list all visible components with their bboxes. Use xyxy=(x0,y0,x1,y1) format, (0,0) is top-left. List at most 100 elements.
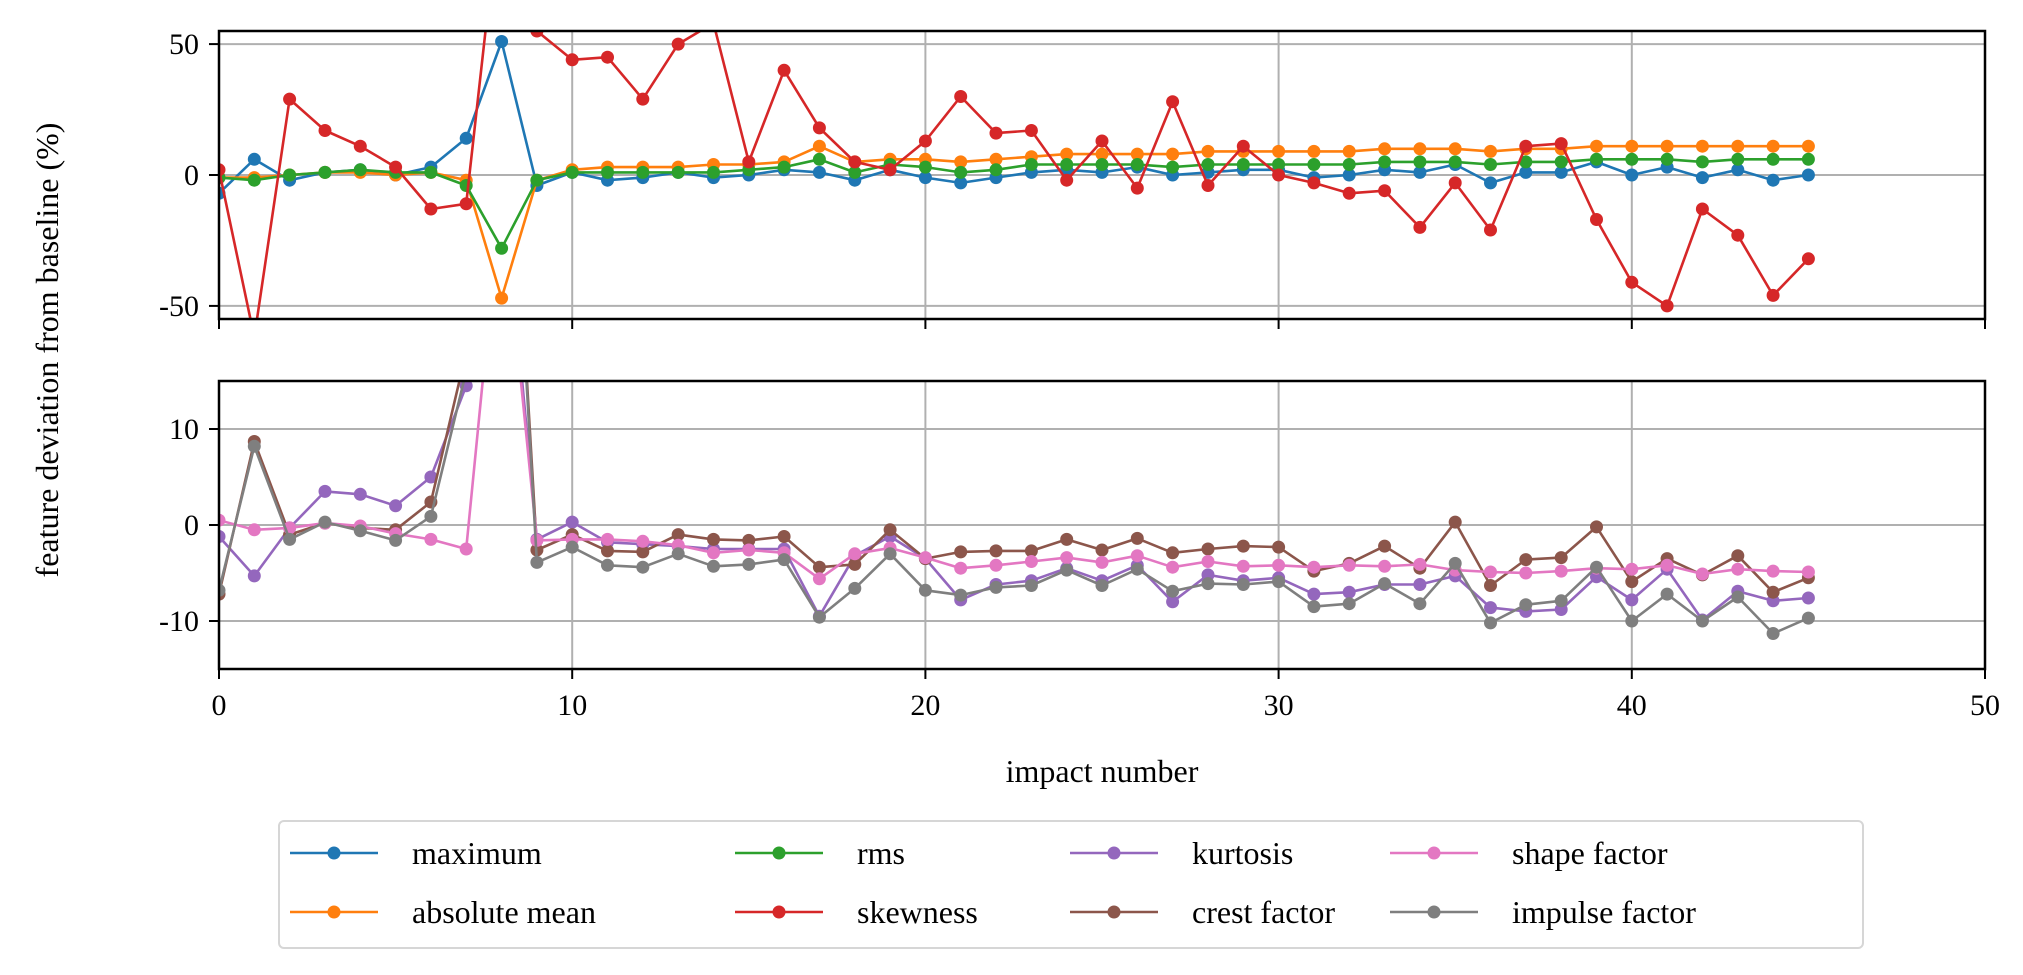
series-line-rms xyxy=(219,158,1809,250)
data-point-rms xyxy=(283,168,297,182)
data-point-shape-factor xyxy=(1342,558,1356,572)
data-point-shape-factor xyxy=(1236,559,1250,573)
legend-marker-maximum xyxy=(327,846,341,860)
data-point-shape-factor xyxy=(1625,562,1639,576)
legend: maximum absolute mean rms skewness kurtosis c… xyxy=(278,820,1864,949)
data-point-absolute-mean xyxy=(1095,147,1109,161)
data-point-absolute-mean xyxy=(1307,144,1321,158)
data-point-rms xyxy=(1766,152,1780,166)
data-point-shape-factor xyxy=(1378,559,1392,573)
data-point-maximum xyxy=(495,35,509,48)
data-point-rms xyxy=(424,165,438,179)
data-point-skewness xyxy=(1554,137,1568,151)
data-point-kurtosis xyxy=(1307,587,1321,601)
data-point-crest-factor xyxy=(742,533,756,547)
legend-label-shape-factor: shape factor xyxy=(1512,835,1668,871)
data-point-impulse-factor xyxy=(530,555,544,569)
data-point-impulse-factor xyxy=(1801,611,1815,625)
x-tick-label: 0 xyxy=(212,689,227,722)
data-point-absolute-mean xyxy=(1801,139,1815,153)
data-point-impulse-factor xyxy=(1024,579,1038,592)
data-point-kurtosis xyxy=(1625,593,1639,607)
y-axis-label: feature deviation from baseline (%) xyxy=(29,123,65,578)
data-point-crest-factor xyxy=(848,557,862,571)
data-point-impulse-factor xyxy=(1342,597,1356,611)
data-point-maximum xyxy=(1519,165,1533,179)
data-point-skewness xyxy=(248,331,261,344)
legend-label-impulse-factor: impulse factor xyxy=(1512,894,1696,930)
data-point-rms xyxy=(777,160,791,174)
data-point-impulse-factor xyxy=(1625,614,1639,628)
data-point-impulse-factor xyxy=(219,583,226,597)
data-point-impulse-factor xyxy=(742,557,756,571)
data-point-shape-factor xyxy=(1484,565,1497,579)
data-point-rms xyxy=(1413,155,1427,169)
bottom-series xyxy=(219,381,1815,640)
data-point-impulse-factor xyxy=(1448,556,1462,570)
data-point-impulse-factor xyxy=(1519,598,1533,612)
data-point-skewness xyxy=(1060,173,1074,187)
data-point-impulse-factor xyxy=(1731,590,1745,604)
data-point-skewness xyxy=(1342,186,1356,200)
data-point-crest-factor xyxy=(1201,542,1215,556)
data-point-impulse-factor xyxy=(1484,616,1497,630)
data-point-rms xyxy=(1236,158,1250,171)
legend-entry-maximum: maximum xyxy=(290,835,542,871)
data-point-maximum xyxy=(459,131,473,145)
data-point-impulse-factor xyxy=(1095,579,1109,592)
data-point-rms xyxy=(530,173,544,187)
data-point-rms xyxy=(1166,160,1180,174)
data-point-skewness xyxy=(318,124,332,137)
data-point-skewness xyxy=(1307,176,1321,190)
data-point-rms xyxy=(1272,158,1286,171)
legend-entry-kurtosis: kurtosis xyxy=(1070,835,1293,871)
data-point-skewness xyxy=(1590,213,1603,226)
legend-entry-crest-factor: crest factor xyxy=(1070,894,1335,930)
data-point-rms xyxy=(1519,155,1533,169)
data-point-impulse-factor xyxy=(707,559,720,573)
data-point-impulse-factor xyxy=(1201,577,1215,591)
series-kurtosis xyxy=(219,381,1815,627)
data-point-skewness xyxy=(219,163,226,177)
data-point-skewness xyxy=(565,53,579,67)
legend-label-crest-factor: crest factor xyxy=(1192,894,1335,930)
legend-marker-crest-factor xyxy=(1107,905,1121,919)
data-point-shape-factor xyxy=(636,534,650,548)
data-point-maximum xyxy=(1766,173,1780,187)
data-point-absolute-mean xyxy=(1378,142,1392,156)
data-point-shape-factor xyxy=(247,523,261,537)
data-point-kurtosis xyxy=(1166,595,1180,609)
data-point-skewness xyxy=(1660,299,1674,313)
data-point-crest-factor xyxy=(601,544,614,558)
data-point-skewness xyxy=(1378,184,1392,198)
legend-marker-rms xyxy=(772,846,786,860)
legend-marker-impulse-factor xyxy=(1427,905,1441,919)
data-point-kurtosis xyxy=(565,515,579,529)
top-series xyxy=(219,31,1815,344)
data-point-skewness xyxy=(1731,228,1745,242)
data-point-absolute-mean xyxy=(1342,144,1356,158)
series-impulse-factor xyxy=(219,381,1815,640)
data-point-rms xyxy=(812,152,826,166)
data-point-impulse-factor xyxy=(318,515,332,529)
data-point-rms xyxy=(636,165,650,179)
series-line-crest-factor xyxy=(219,381,1809,595)
data-point-impulse-factor xyxy=(565,540,579,554)
x-axis-label: impact number xyxy=(1006,753,1199,789)
data-point-shape-factor xyxy=(1272,558,1286,572)
data-point-shape-factor xyxy=(459,542,473,556)
data-point-crest-factor xyxy=(989,544,1003,558)
data-point-rms xyxy=(565,165,579,179)
data-point-absolute-mean xyxy=(1060,147,1074,161)
data-point-maximum xyxy=(1484,176,1497,190)
bottom-y-tick-label: -10 xyxy=(159,605,199,638)
data-point-shape-factor xyxy=(1060,551,1074,565)
data-point-impulse-factor xyxy=(601,558,614,572)
data-point-impulse-factor xyxy=(1236,578,1250,591)
data-point-skewness xyxy=(283,92,297,106)
data-point-rms xyxy=(1625,152,1639,166)
data-point-shape-factor xyxy=(1413,557,1427,571)
data-point-skewness xyxy=(1236,139,1250,153)
data-point-skewness xyxy=(459,197,473,211)
